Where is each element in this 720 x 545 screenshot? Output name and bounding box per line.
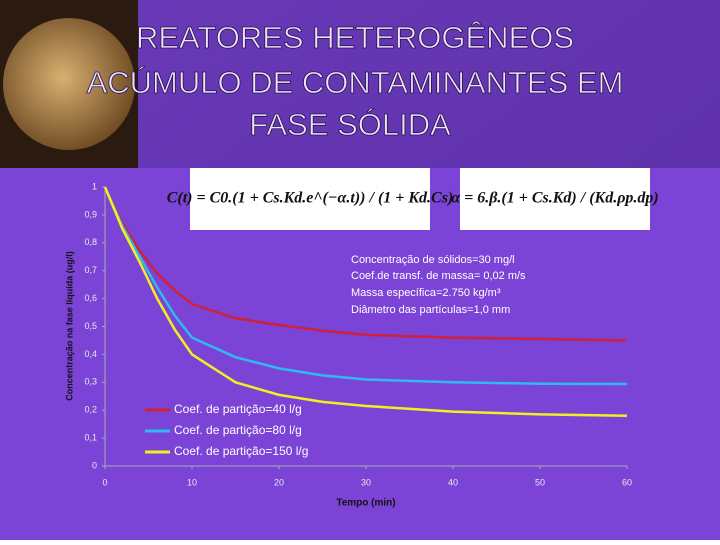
- formula: C(t) = C0.(1 + Cs.Kd.e^(−α.t)) / (1 + Kd…: [167, 190, 454, 207]
- series-line: [103, 186, 628, 386]
- annotation: Coef.de transf. de massa= 0,02 m/s: [351, 270, 526, 282]
- y-tick-label: 0,2: [84, 405, 97, 415]
- x-tick-label: 40: [448, 477, 458, 487]
- series-line: [103, 186, 628, 418]
- annotation: Massa específica=2.750 kg/m³: [351, 287, 501, 299]
- x-tick-label: 60: [622, 477, 632, 487]
- y-axis-label: Concentração na fase líquida (ug/l): [64, 251, 74, 401]
- annotation: Concentração de sólidos=30 mg/l: [351, 254, 515, 266]
- y-tick-label: 0,4: [84, 349, 97, 359]
- title-line: REATORES HETEROGÊNEOS: [136, 20, 574, 55]
- y-tick-label: 0: [92, 460, 97, 470]
- y-tick-label: 0,6: [84, 293, 97, 303]
- series-line: [103, 186, 628, 342]
- x-tick-label: 50: [535, 477, 545, 487]
- y-tick-label: 0,8: [84, 237, 97, 247]
- title-line: FASE SÓLIDA: [249, 107, 451, 142]
- legend-label: Coef. de partição=40 l/g: [174, 402, 302, 416]
- coin: [3, 18, 135, 150]
- x-tick-label: 10: [187, 477, 197, 487]
- x-tick-label: 20: [274, 477, 284, 487]
- x-tick-label: 30: [361, 477, 371, 487]
- x-tick-label: 0: [102, 477, 107, 487]
- formula-box: [460, 168, 650, 230]
- formula: α = 6.β.(1 + Cs.Kd) / (Kd.ρp.dp): [451, 190, 659, 207]
- y-tick-label: 0,9: [84, 209, 97, 219]
- y-tick-label: 0,1: [84, 432, 97, 442]
- legend-label: Coef. de partição=80 l/g: [174, 423, 302, 437]
- y-tick-label: 0,5: [84, 321, 97, 331]
- formula-box: [190, 168, 430, 230]
- y-tick-label: 0,3: [84, 377, 97, 387]
- x-axis-label: Tempo (min): [336, 498, 395, 509]
- legend-label: Coef. de partição=150 l/g: [174, 444, 308, 458]
- y-tick-label: 0,7: [84, 265, 97, 275]
- title-line: ACÚMULO DE CONTAMINANTES EM: [87, 65, 624, 100]
- annotation: Diâmetro das partículas=1,0 mm: [351, 304, 510, 316]
- y-tick-label: 1: [92, 181, 97, 191]
